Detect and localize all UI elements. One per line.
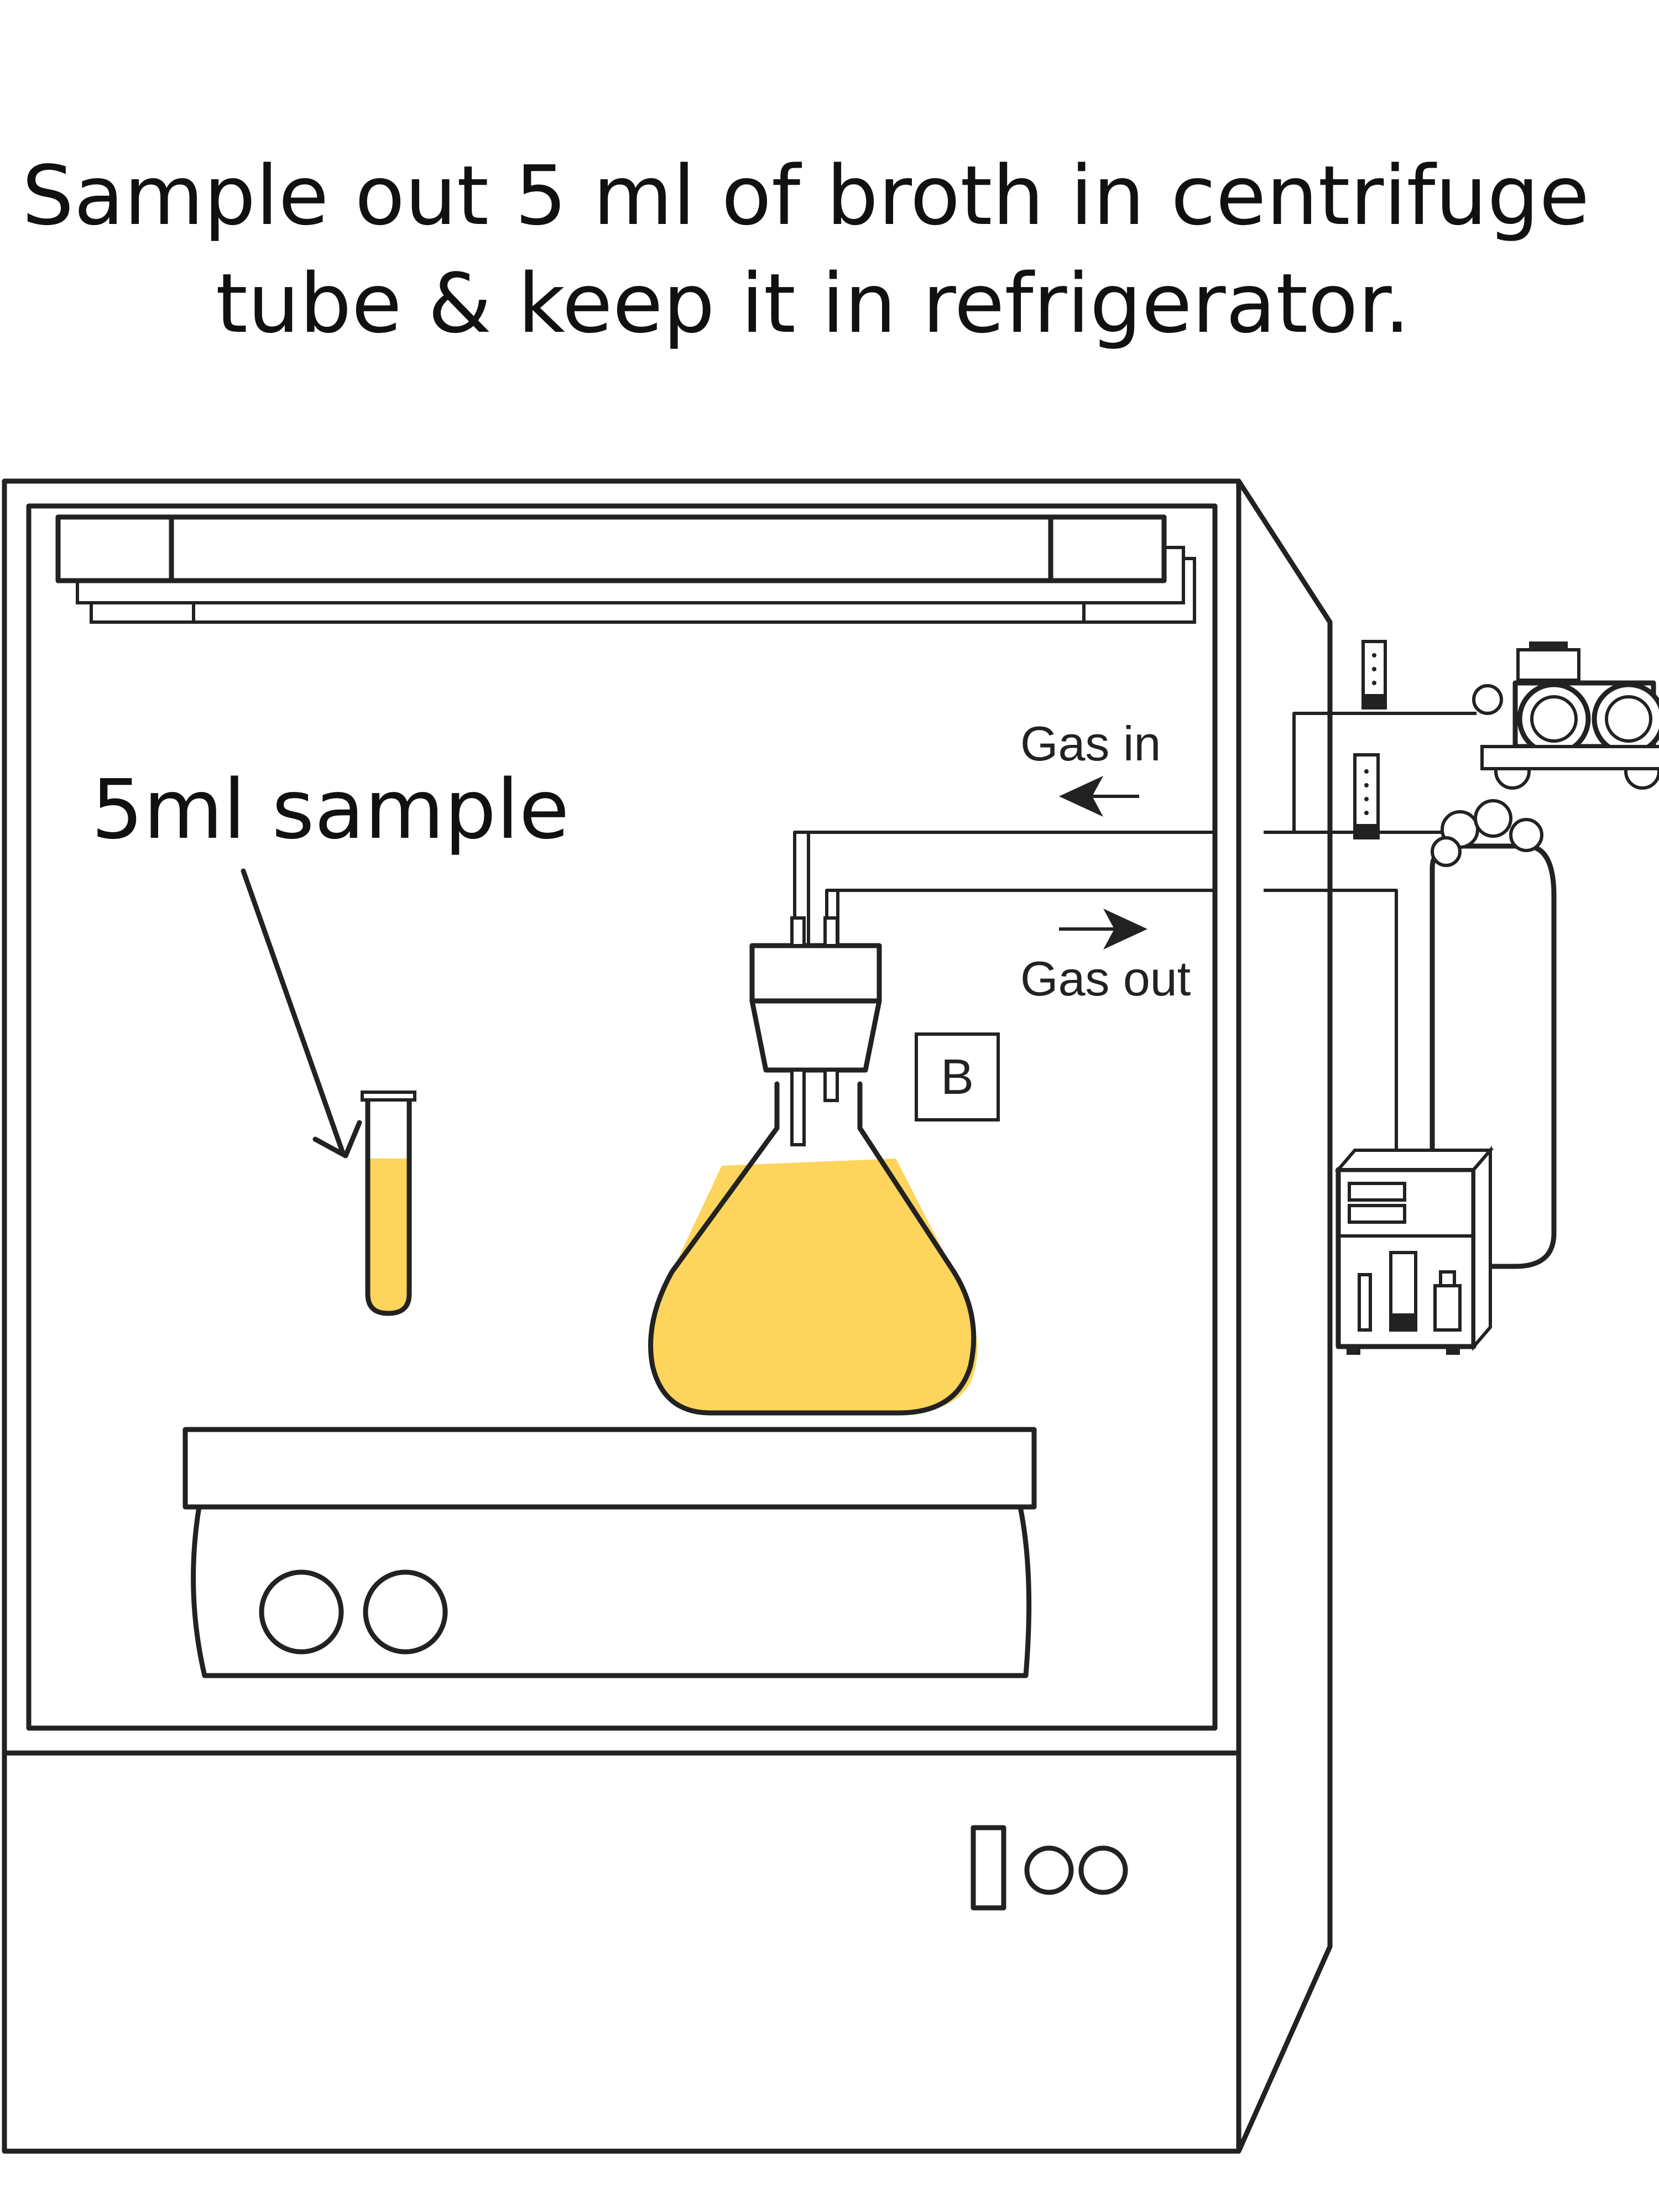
light-fixture <box>55 514 1196 624</box>
cabinet-control-panel <box>971 1825 1128 1911</box>
left-arrow-icon <box>1059 776 1139 817</box>
shaker-plate <box>182 1427 1037 1510</box>
flask-stopper <box>749 943 882 1073</box>
gas-out-label: Gas out <box>1020 951 1191 1006</box>
tube-broth <box>368 1159 409 1313</box>
cabinet-side-panel <box>1236 478 1333 2154</box>
gas-flow-labels: Gas in Gas out <box>1020 716 1191 1006</box>
instruction-title: Sample out 5 ml of broth in centrifuge t… <box>22 148 1590 351</box>
flask-broth <box>651 1159 978 1413</box>
shaker-platform <box>182 1427 1037 1678</box>
power-switch-icon <box>971 1825 1006 1911</box>
gas-controller-unit <box>1334 1145 1494 1355</box>
centrifuge-tube <box>361 1091 416 1316</box>
sample-callout: 5ml sample <box>91 762 570 1159</box>
sample-arrowhead-icon <box>312 1120 362 1159</box>
stopper-tubes <box>790 916 839 1146</box>
control-knob-icon <box>1078 1845 1128 1895</box>
flask-tag-label: B <box>941 1050 974 1105</box>
gas-in-label: Gas in <box>1020 716 1161 771</box>
flask-outline <box>648 1081 977 1416</box>
control-knob-icon <box>1024 1845 1074 1895</box>
flask-tag-box <box>915 1032 1000 1121</box>
title-line-2: tube & keep it in refrigerator. <box>216 256 1410 351</box>
sample-label: 5ml sample <box>91 762 570 857</box>
gas-regulator <box>1472 641 1659 790</box>
tube-rim <box>361 1091 416 1102</box>
sample-pointer-line <box>241 868 346 1156</box>
gas-supply-equipment <box>1264 640 1659 1355</box>
shaker-knob-icon <box>363 1569 448 1655</box>
title-line-1: Sample out 5 ml of broth in centrifuge <box>22 148 1590 243</box>
supply-pipe-out <box>1264 889 1398 1150</box>
tube-outline <box>365 1095 412 1316</box>
gas-in-tube <box>793 831 1215 946</box>
right-arrow-icon <box>1059 909 1147 950</box>
conical-flask: B <box>648 916 1000 1416</box>
shaker-knob-icon <box>259 1569 344 1655</box>
